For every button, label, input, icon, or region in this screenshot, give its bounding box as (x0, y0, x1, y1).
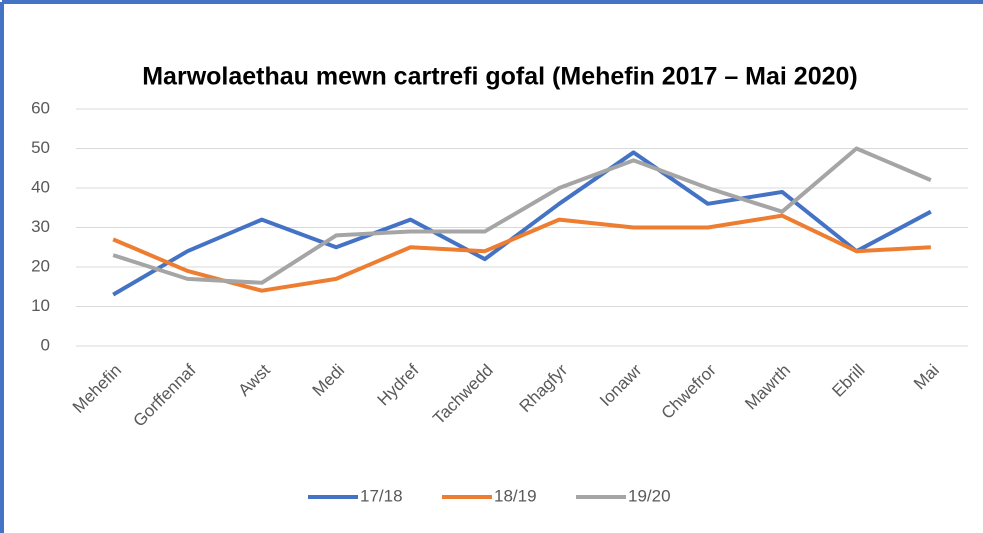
y-tick-label: 10 (31, 296, 50, 315)
y-tick-label: 30 (31, 217, 50, 236)
chart-title: Marwolaethau mewn cartrefi gofal (Mehefi… (142, 63, 858, 91)
legend-label: 19/20 (628, 486, 671, 505)
y-tick-label: 20 (31, 256, 50, 275)
y-tick-label: 0 (41, 335, 50, 354)
legend-label: 17/18 (360, 486, 403, 505)
legend-label: 18/19 (494, 486, 537, 505)
line-series (112, 146, 932, 285)
y-tick-label: 60 (31, 98, 50, 117)
line-series (112, 213, 931, 293)
y-tick-label: 50 (31, 138, 50, 157)
y-tick-label: 40 (31, 177, 50, 196)
